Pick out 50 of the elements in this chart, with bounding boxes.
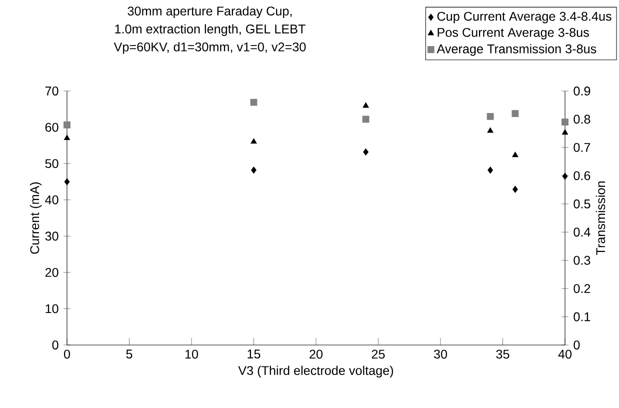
point — [251, 166, 256, 174]
y-tick-label: 20 — [45, 268, 58, 277]
y-tick-label: 60 — [45, 122, 58, 132]
y-axis-title: Current (mA) — [30, 182, 42, 254]
point — [488, 166, 493, 174]
point — [562, 118, 568, 126]
legend-label: Cup Current Average 3.4-8.4us — [437, 12, 612, 24]
y2-tick-label: 0.6 — [574, 171, 590, 180]
y2-tick-label: 0.5 — [574, 199, 590, 208]
legend-label: Pos Current Average 3-8us — [438, 28, 589, 40]
y-tick-label: 0 — [52, 340, 58, 350]
x-tick-label: 25 — [372, 350, 385, 359]
point — [250, 98, 258, 106]
y2-tick-label: 0.8 — [574, 114, 590, 124]
x-tick-label: 35 — [496, 350, 510, 359]
y2-tick-label: 0.4 — [574, 228, 590, 237]
point — [64, 134, 70, 140]
y-tick-label: 70 — [45, 86, 58, 96]
y2-axis-title: Transmission — [596, 182, 606, 255]
y2-tick-label: 0.2 — [574, 284, 590, 294]
point — [487, 127, 494, 133]
y2-tick-label: 0 — [574, 340, 580, 350]
point — [64, 178, 70, 186]
x-axis-title: V3 (Third electrode voltage) — [238, 366, 394, 378]
y2-tick-label: 0.7 — [574, 142, 590, 152]
x-tick-label: 15 — [248, 350, 260, 358]
y-tick-label: 50 — [45, 159, 58, 168]
point — [512, 152, 518, 158]
point — [512, 186, 518, 193]
x-tick-label: 40 — [558, 350, 572, 359]
x-tick-label: 5 — [126, 350, 132, 358]
x-tick-label: 10 — [185, 350, 198, 359]
legend-label: Average Transmission 3-8us — [436, 44, 596, 56]
chart-title: 30mm aperture Faraday Cup, 1.0m extraction length, GEL LEBT Vp=60KV, d1=30mm, v1=0, v2=30 — [114, 6, 306, 54]
y2-tick-label: 0.9 — [574, 86, 590, 96]
y2-tick-label: 0.3 — [574, 256, 590, 265]
y-tick-label: 40 — [45, 195, 58, 204]
y-tick-label: 30 — [45, 232, 58, 241]
point — [512, 110, 519, 118]
point — [250, 138, 257, 144]
point — [362, 102, 369, 108]
y2-tick-label: 0.1 — [574, 312, 590, 322]
point — [362, 116, 370, 123]
point — [486, 112, 494, 120]
x-tick-label: 30 — [434, 350, 448, 359]
x-tick-label: 20 — [310, 350, 323, 359]
point — [64, 121, 70, 128]
y-tick-label: 10 — [46, 304, 58, 314]
point — [363, 148, 368, 156]
x-tick-label: 0 — [64, 350, 70, 359]
